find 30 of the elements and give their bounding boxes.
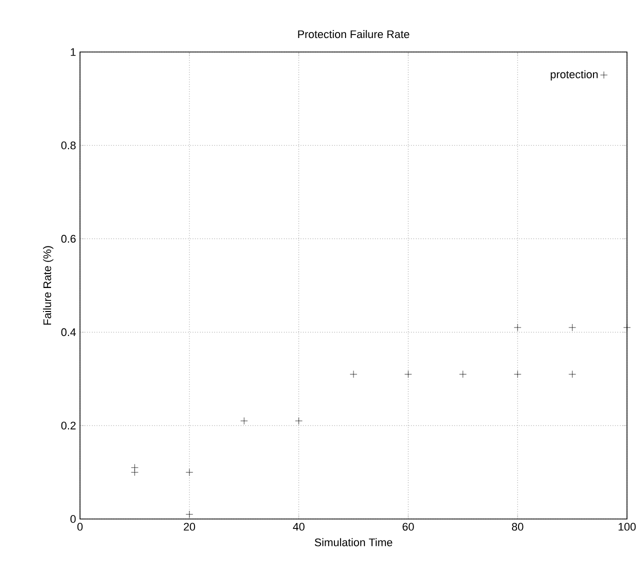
point xyxy=(186,510,194,518)
y-tick-label: 1 xyxy=(70,48,76,56)
point xyxy=(350,370,358,378)
y-tick-label: 0.6 xyxy=(61,234,76,243)
y-tick-label: 0 xyxy=(70,515,76,523)
point xyxy=(131,468,138,476)
point xyxy=(514,324,522,332)
point xyxy=(186,468,194,476)
point xyxy=(131,464,138,472)
point xyxy=(404,370,412,378)
x-tick-label: 20 xyxy=(184,522,196,531)
x-tick-label: 60 xyxy=(402,522,414,531)
chart-title: Protection Failure Rate xyxy=(298,30,410,38)
point xyxy=(459,370,467,378)
point xyxy=(514,370,522,378)
x-tick-label: 0 xyxy=(77,522,83,531)
point xyxy=(295,417,302,425)
x-tick-label: 100 xyxy=(618,522,636,531)
y-tick-label: 0.8 xyxy=(61,142,76,150)
x-tick-label: 80 xyxy=(512,522,524,531)
x-tick-label: 40 xyxy=(292,522,304,531)
y-tick-label: 0.2 xyxy=(61,422,76,430)
x-axis-title: Simulation Time xyxy=(314,538,392,546)
point xyxy=(568,324,576,332)
legend-label: protection xyxy=(550,70,598,80)
point xyxy=(568,370,576,378)
point xyxy=(240,417,248,425)
y-axis-title: Failure Rate (%) xyxy=(43,246,54,325)
point xyxy=(623,324,631,332)
y-tick-label: 0.4 xyxy=(61,328,76,336)
